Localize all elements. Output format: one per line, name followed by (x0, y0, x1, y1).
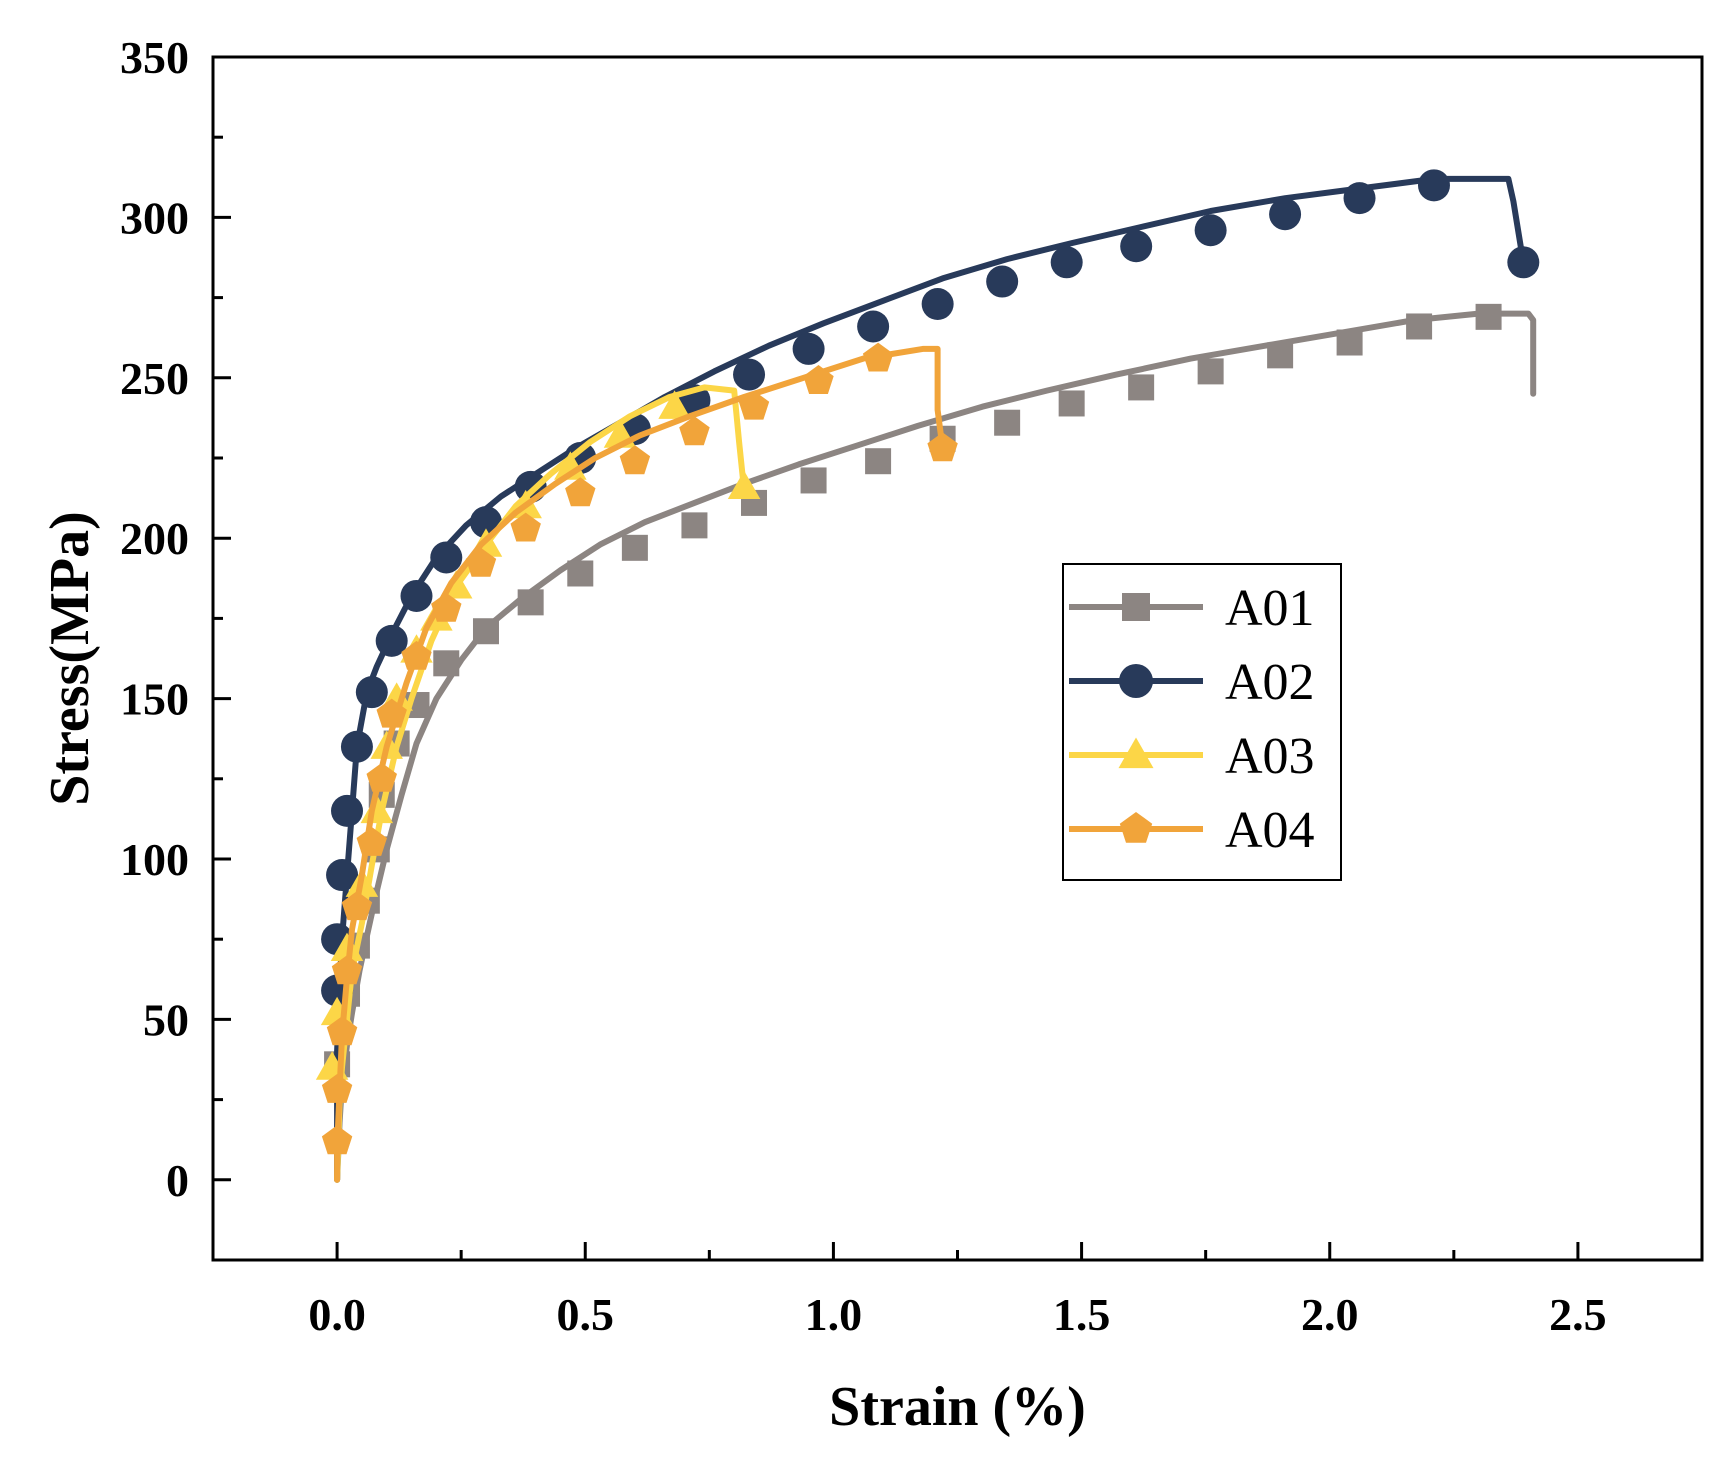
data-point-a02 (733, 358, 766, 391)
data-point-a03 (727, 470, 761, 500)
data-point-a02 (1269, 198, 1302, 231)
legend-item-a03: A03 (1069, 728, 1315, 785)
data-point-a01 (1128, 374, 1155, 401)
data-point-a04 (376, 698, 407, 728)
legend-item-a02: A02 (1069, 654, 1315, 711)
data-point-a01 (1475, 303, 1502, 330)
y-tick-label: 200 (120, 513, 189, 564)
legend-marker-a04 (1119, 812, 1153, 843)
data-point-a01 (865, 448, 892, 475)
data-point-a04 (738, 390, 770, 420)
data-point-a02 (1120, 230, 1153, 263)
data-point-a01 (800, 467, 827, 494)
data-point-a02 (857, 310, 890, 343)
data-point-a02 (921, 288, 954, 321)
data-point-a01 (433, 650, 460, 677)
data-point-a04 (619, 445, 651, 475)
data-point-a03 (658, 390, 691, 419)
legend-item-a04: A04 (1069, 802, 1315, 859)
data-point-a02 (326, 859, 359, 892)
data-point-a04 (341, 891, 373, 921)
data-point-a04 (927, 432, 958, 462)
legend: A01 A02 A03 A04 (1062, 563, 1342, 881)
data-point-a02 (792, 332, 825, 365)
x-tick-label: 2.0 (1301, 1289, 1359, 1340)
y-tick-label: 250 (120, 353, 189, 404)
data-point-a04 (565, 477, 596, 507)
data-point-a02 (1343, 182, 1376, 215)
data-point-a01 (1406, 313, 1433, 340)
data-point-a02 (375, 624, 408, 657)
data-point-a04 (321, 1074, 353, 1103)
y-tick-label: 100 (120, 834, 189, 885)
data-point-a01 (567, 560, 594, 587)
y-tick-label: 50 (143, 994, 189, 1045)
data-point-a04 (510, 512, 541, 542)
x-tick-label: 0.0 (308, 1289, 366, 1340)
legend-item-a01: A01 (1069, 580, 1315, 637)
y-axis: 0 50 100 150 200 250 300 350 (120, 32, 231, 1206)
x-axis: 0.0 0.5 1.0 1.5 2.0 2.5 (308, 1242, 1607, 1340)
y-tick-label: 300 (120, 192, 189, 243)
data-point-a03 (554, 451, 587, 480)
data-point-a02 (430, 541, 463, 574)
data-point-a04 (366, 762, 397, 792)
data-point-a01 (1058, 390, 1085, 417)
data-point-a02 (1050, 246, 1083, 279)
data-point-a04 (679, 416, 710, 446)
series-a04 (321, 342, 958, 1183)
data-point-a02 (1507, 246, 1540, 279)
data-point-a01 (1197, 358, 1224, 385)
x-axis-title: Strain (%) (829, 1376, 1086, 1438)
y-tick-label: 350 (120, 32, 189, 83)
data-point-a02 (1194, 214, 1227, 247)
data-point-a04 (326, 1016, 358, 1046)
data-point-a01 (472, 618, 499, 645)
x-tick-label: 2.5 (1549, 1289, 1607, 1340)
data-point-a04 (321, 1125, 353, 1155)
legend-label-a01: A01 (1225, 580, 1315, 637)
x-tick-label: 0.5 (557, 1289, 615, 1340)
data-point-a01 (681, 512, 708, 539)
legend-marker-a03 (1118, 737, 1154, 769)
data-point-a02 (1417, 169, 1450, 202)
data-point-a02 (400, 579, 433, 612)
series-layer (315, 169, 1540, 1183)
data-point-a01 (994, 409, 1021, 436)
data-point-a02 (331, 794, 364, 827)
legend-label-a02: A02 (1225, 654, 1315, 711)
data-point-a02 (355, 676, 388, 709)
legend-marker-a02 (1119, 664, 1153, 698)
data-point-a04 (862, 342, 894, 372)
data-point-a04 (401, 640, 432, 670)
y-tick-label: 0 (166, 1155, 189, 1206)
data-point-a04 (431, 592, 462, 622)
x-tick-label: 1.5 (1053, 1289, 1111, 1340)
legend-label-a04: A04 (1225, 802, 1315, 859)
legend-marker-a01 (1122, 593, 1150, 621)
data-point-a03 (330, 932, 364, 962)
data-point-a02 (986, 265, 1019, 298)
data-point-a04 (356, 827, 387, 856)
data-point-a02 (340, 730, 373, 763)
data-point-a04 (331, 955, 363, 985)
data-point-a01 (1267, 342, 1294, 369)
data-point-a01 (1336, 329, 1363, 356)
legend-label-a03: A03 (1225, 728, 1315, 785)
y-axis-title: Stress(MPa) (39, 511, 101, 805)
data-point-a01 (517, 589, 544, 616)
x-tick-label: 1.0 (805, 1289, 863, 1340)
y-tick-label: 150 (120, 674, 189, 725)
data-point-a04 (803, 365, 834, 394)
data-point-a01 (621, 534, 648, 561)
series-a01 (324, 303, 1537, 1183)
series-a02 (321, 169, 1540, 1183)
data-point-a04 (465, 547, 497, 577)
